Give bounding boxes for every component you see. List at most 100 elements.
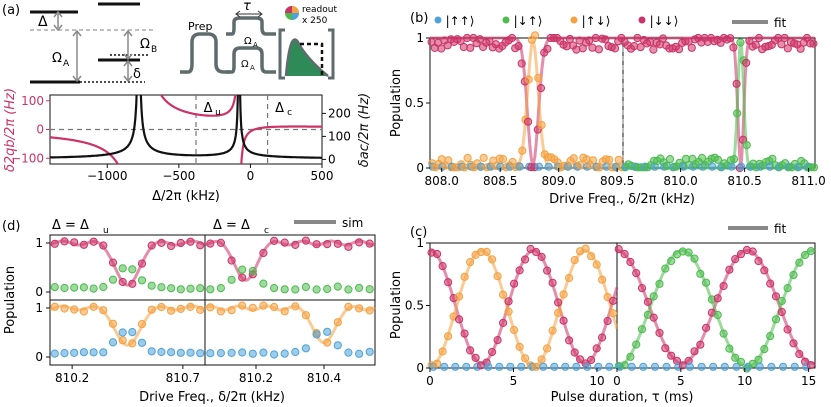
b-point-red [524, 117, 533, 126]
b-point-blue [515, 162, 524, 171]
c-point-blue [709, 362, 718, 371]
c-xtick-label-0-0: 0 [426, 374, 434, 388]
b-point-red [517, 59, 526, 68]
c-ytick-label-0: 0 [416, 361, 424, 375]
d-point-top [118, 336, 127, 345]
b-fit-label: fit [774, 16, 787, 30]
c-point-red [433, 249, 442, 259]
b-point-red [738, 135, 748, 144]
c-point-up [713, 310, 722, 320]
d-point-bottom [301, 344, 310, 353]
b-point-up [534, 73, 543, 83]
d-point-top [238, 273, 247, 282]
d-ytick-label-0-0: 0 [35, 285, 43, 299]
c-point-up [801, 250, 810, 260]
b-xtick-label-0-0: 808.0 [425, 174, 459, 188]
d-point-top [301, 311, 310, 320]
rabi-plot: 0 5 10 0 5 10 15 0 0.5 1 fit Population Pulse dur… [389, 222, 816, 405]
d-xlabel: Drive Freq., δ/2π (kHz) [139, 390, 285, 405]
c-point-red [719, 281, 728, 291]
a-series-black-0 [50, 95, 138, 159]
c-point-up [736, 357, 746, 366]
c-point-up [783, 284, 792, 293]
c-point-red [532, 247, 541, 257]
c-point-up [789, 270, 798, 280]
d-point-top [186, 237, 195, 246]
c-point-red [570, 348, 579, 357]
b-xtick-label-1-0: 810.0 [663, 174, 697, 188]
d-point-bottom [118, 264, 127, 273]
c-point-up [754, 355, 763, 364]
d-point-bottom [355, 349, 364, 358]
d-point-top [147, 305, 156, 314]
d-point-top [259, 248, 268, 258]
c-point-blue [662, 362, 671, 371]
b-point-red [543, 44, 552, 54]
d-point-top [89, 237, 98, 246]
c-point-blue [594, 362, 603, 371]
b-point-red [649, 45, 658, 54]
d-point-top [70, 305, 79, 314]
d-point-top [216, 307, 225, 316]
d-point-top [99, 306, 108, 315]
d-point-top [206, 239, 215, 248]
c-point-up [760, 345, 769, 354]
c-point-up [466, 258, 475, 267]
c-point-red [488, 347, 497, 357]
c-point-up [444, 332, 453, 341]
b-legend-marker-3 [638, 16, 646, 24]
c-point-up [806, 247, 816, 256]
panel-label-b: (b) [410, 11, 428, 26]
c-xtick-label-1-1: 5 [677, 374, 685, 388]
d-point-top [270, 302, 279, 312]
d-point-top [108, 319, 118, 328]
c-point-up [509, 325, 519, 335]
b-point-blue [544, 162, 553, 171]
d-point-top [60, 237, 69, 246]
c-point-up [719, 329, 728, 338]
c-point-blue [627, 362, 636, 371]
c-point-up [455, 292, 464, 301]
c-point-up [637, 325, 647, 334]
d-point-top [323, 240, 332, 249]
pulse-a-sub: A [250, 64, 255, 72]
b-ytick-label-1: 0.5 [405, 96, 424, 110]
panel-label-c: (c) [410, 225, 427, 240]
d-point-bottom [365, 285, 374, 294]
d-point-bottom [333, 282, 342, 291]
d-point-bottom [196, 284, 205, 293]
d-point-top [79, 240, 89, 249]
c-point-up [587, 252, 596, 261]
c-point-up [649, 292, 658, 301]
d-point-bottom [312, 285, 321, 294]
d-point-bottom [270, 350, 279, 359]
c-point-red [559, 316, 568, 325]
d-point-bottom [128, 328, 137, 337]
c-point-blue [550, 362, 559, 371]
b-point-red [754, 33, 764, 43]
d-xtick-label-1-0: 810.2 [55, 371, 89, 385]
delta-label: Δ [38, 14, 48, 30]
c-point-red [795, 349, 804, 359]
b-point-up [697, 153, 707, 163]
b-legend: |↑↑⟩ |↓↑⟩ |↑↓⟩ |↓↓⟩ [434, 14, 678, 28]
a-xtick-label-2: 0 [247, 169, 255, 183]
d-point-top [355, 304, 364, 313]
c-point-red [696, 340, 705, 349]
b-point-up [498, 155, 508, 164]
c-point-red [554, 298, 563, 307]
b-point-up [665, 155, 675, 164]
omega-a-label: Ω [52, 51, 62, 66]
c-point-blue [462, 362, 471, 371]
omega-b-label: Ω [140, 37, 150, 52]
c-point-red [509, 279, 519, 288]
d-point-bottom [89, 284, 98, 293]
c-point-red [632, 269, 641, 278]
b-legend-label-0: |↑↑⟩ [446, 14, 475, 28]
b-xtick-label-1-2: 811.0 [791, 174, 825, 188]
d-point-top [137, 259, 147, 268]
b-point-red [783, 44, 792, 53]
c-point-up [532, 362, 541, 371]
pulse-a-label: Ω [241, 59, 249, 70]
spectroscopy-plot: 808.0 808.5 809.0 809.5 810.0 810.5 811.0 0 0.5 1… [389, 14, 826, 207]
